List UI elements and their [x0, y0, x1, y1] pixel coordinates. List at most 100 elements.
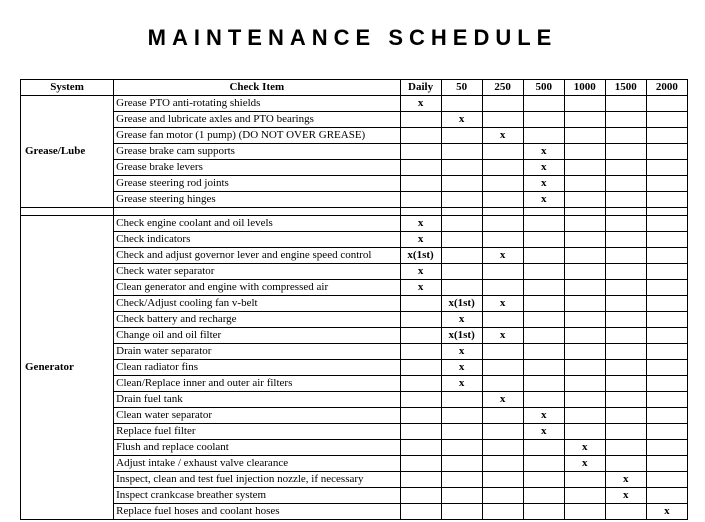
mark-cell — [605, 128, 646, 144]
mark-cell: x — [482, 328, 523, 344]
table-row: GeneratorCheck engine coolant and oil le… — [21, 216, 688, 232]
mark-cell — [646, 472, 687, 488]
item-cell: Adjust intake / exhaust valve clearance — [114, 456, 400, 472]
mark-cell — [605, 504, 646, 520]
mark-cell — [564, 144, 605, 160]
item-cell: Replace fuel hoses and coolant hoses — [114, 504, 400, 520]
mark-cell — [646, 112, 687, 128]
item-cell: Check and adjust governor lever and engi… — [114, 248, 400, 264]
mark-cell — [564, 264, 605, 280]
mark-cell — [482, 472, 523, 488]
mark-cell — [482, 112, 523, 128]
mark-cell — [482, 192, 523, 208]
mark-cell — [400, 192, 441, 208]
mark-cell — [482, 456, 523, 472]
mark-cell — [646, 344, 687, 360]
mark-cell — [605, 216, 646, 232]
item-cell: Check engine coolant and oil levels — [114, 216, 400, 232]
mark-cell — [482, 440, 523, 456]
mark-cell — [523, 504, 564, 520]
mark-cell — [441, 176, 482, 192]
item-cell: Grease steering rod joints — [114, 176, 400, 192]
mark-cell — [564, 472, 605, 488]
mark-cell — [400, 488, 441, 504]
mark-cell: x — [605, 488, 646, 504]
maintenance-table: System Check Item Daily 50 250 500 1000 … — [20, 79, 688, 520]
table-row: Drain fuel tank x — [21, 392, 688, 408]
table-row: Check battery and rechargex — [21, 312, 688, 328]
mark-cell — [646, 312, 687, 328]
mark-cell — [605, 112, 646, 128]
mark-cell — [646, 360, 687, 376]
item-cell: Clean generator and engine with compress… — [114, 280, 400, 296]
mark-cell — [646, 456, 687, 472]
item-cell: Grease and lubricate axles and PTO beari… — [114, 112, 400, 128]
mark-cell — [441, 128, 482, 144]
mark-cell — [605, 376, 646, 392]
table-row: Replace fuel filterx — [21, 424, 688, 440]
mark-cell — [646, 440, 687, 456]
mark-cell — [441, 216, 482, 232]
table-row: Flush and replace coolantx — [21, 440, 688, 456]
mark-cell — [564, 112, 605, 128]
system-cell: Generator — [21, 216, 114, 520]
mark-cell — [605, 392, 646, 408]
col-500: 500 — [523, 80, 564, 96]
mark-cell — [523, 128, 564, 144]
mark-cell — [564, 504, 605, 520]
mark-cell — [564, 312, 605, 328]
mark-cell — [564, 408, 605, 424]
mark-cell: x — [482, 128, 523, 144]
mark-cell — [605, 456, 646, 472]
col-item: Check Item — [114, 80, 400, 96]
mark-cell — [564, 192, 605, 208]
mark-cell — [564, 328, 605, 344]
item-cell: Inspect crankcase breather system — [114, 488, 400, 504]
table-row: Grease and lubricate axles and PTO beari… — [21, 112, 688, 128]
mark-cell — [564, 424, 605, 440]
mark-cell — [441, 280, 482, 296]
mark-cell — [646, 424, 687, 440]
mark-cell — [564, 216, 605, 232]
mark-cell — [605, 296, 646, 312]
mark-cell — [564, 176, 605, 192]
mark-cell — [564, 160, 605, 176]
table-row: Check indicatorsx — [21, 232, 688, 248]
mark-cell — [400, 376, 441, 392]
item-cell: Check/Adjust cooling fan v-belt — [114, 296, 400, 312]
mark-cell — [564, 296, 605, 312]
item-cell: Grease steering hinges — [114, 192, 400, 208]
mark-cell — [482, 280, 523, 296]
spacer-cell — [646, 208, 687, 216]
mark-cell — [646, 408, 687, 424]
mark-cell — [400, 144, 441, 160]
mark-cell — [400, 504, 441, 520]
mark-cell — [400, 112, 441, 128]
mark-cell: x — [400, 216, 441, 232]
mark-cell — [605, 264, 646, 280]
mark-cell — [646, 232, 687, 248]
mark-cell: x — [482, 392, 523, 408]
mark-cell — [441, 160, 482, 176]
mark-cell — [605, 280, 646, 296]
item-cell: Drain fuel tank — [114, 392, 400, 408]
table-row: Clean water separatorx — [21, 408, 688, 424]
mark-cell — [482, 312, 523, 328]
mark-cell — [605, 440, 646, 456]
mark-cell: x — [400, 280, 441, 296]
mark-cell — [523, 488, 564, 504]
mark-cell — [441, 248, 482, 264]
mark-cell: x — [523, 408, 564, 424]
mark-cell — [523, 280, 564, 296]
mark-cell — [605, 360, 646, 376]
mark-cell — [523, 328, 564, 344]
mark-cell: x(1st) — [441, 328, 482, 344]
mark-cell — [523, 440, 564, 456]
mark-cell — [646, 296, 687, 312]
mark-cell — [441, 408, 482, 424]
table-row: Clean/Replace inner and outer air filter… — [21, 376, 688, 392]
mark-cell: x(1st) — [441, 296, 482, 312]
mark-cell — [441, 192, 482, 208]
mark-cell — [400, 328, 441, 344]
mark-cell — [441, 232, 482, 248]
